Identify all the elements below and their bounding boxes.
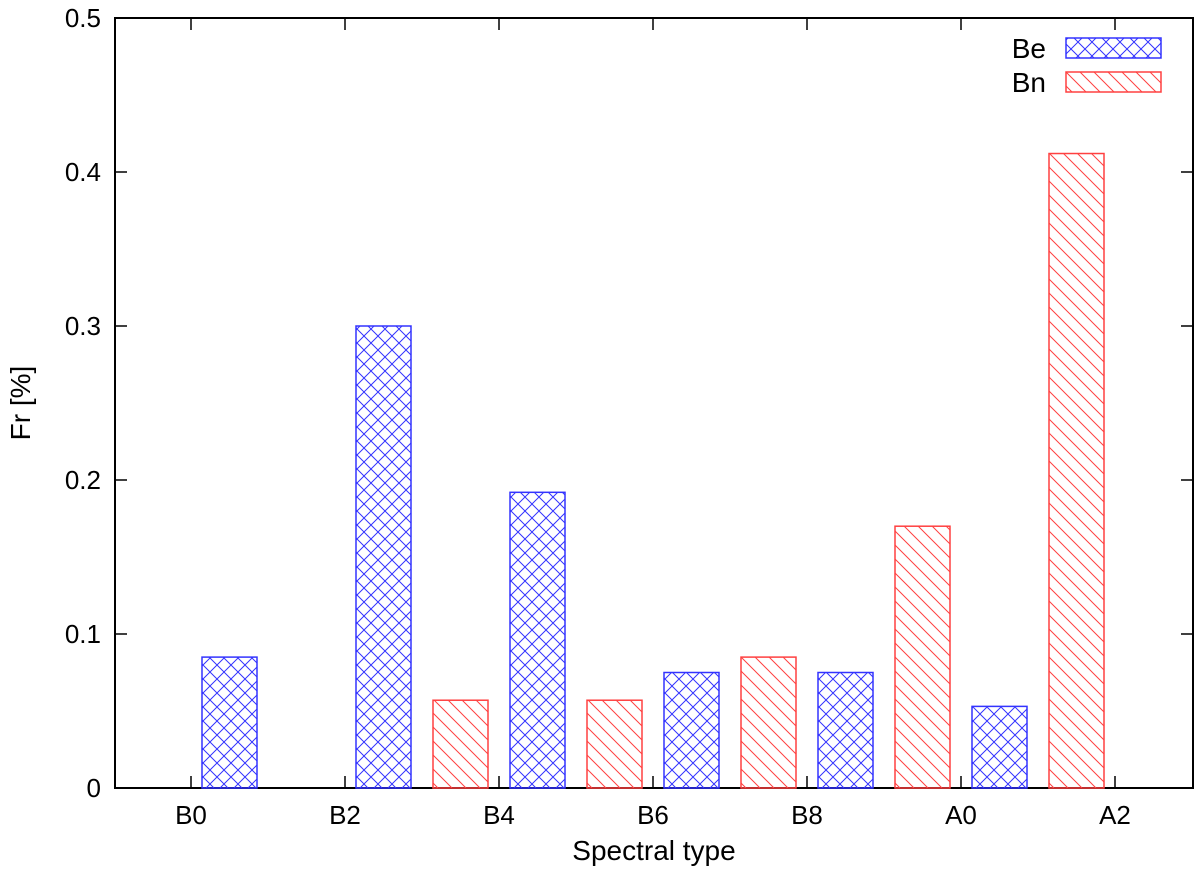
x-tick-label: A2 — [1099, 800, 1131, 830]
legend-swatch-bn — [1065, 71, 1162, 93]
bar-be-a0 — [971, 705, 1028, 789]
x-tick-label: B4 — [483, 800, 515, 830]
bar-be-b6 — [663, 671, 720, 789]
y-tick-label: 0.3 — [65, 311, 101, 341]
plot-area — [114, 17, 1194, 789]
bar-be-b0 — [201, 656, 258, 789]
x-axis-title: Spectral type — [572, 835, 735, 866]
legend-label-be: Be — [1012, 33, 1046, 64]
bar-bn-b7 — [740, 656, 797, 789]
x-tick-label: B6 — [637, 800, 669, 830]
y-tick-label: 0.5 — [65, 3, 101, 33]
bar-be-b8 — [817, 671, 874, 789]
bar-bn-b5 — [586, 699, 643, 789]
bar-be-b4 — [509, 491, 566, 789]
x-tick-label: A0 — [945, 800, 977, 830]
legend-swatch-be — [1065, 37, 1162, 59]
x-tick-label: B0 — [175, 800, 207, 830]
y-axis-title: Fr [%] — [5, 366, 36, 441]
bar-bn-b3 — [432, 699, 489, 789]
y-tick-label: 0.1 — [65, 619, 101, 649]
x-tick-label: B2 — [329, 800, 361, 830]
x-tick-label: B8 — [791, 800, 823, 830]
y-tick-label: 0.4 — [65, 157, 101, 187]
bar-bn-b9 — [894, 525, 951, 789]
y-tick-label: 0 — [87, 773, 101, 803]
bar-be-b2 — [355, 325, 412, 789]
legend-label-bn: Bn — [1012, 67, 1046, 98]
y-tick-label: 0.2 — [65, 465, 101, 495]
bar-bn-a1 — [1048, 152, 1105, 789]
